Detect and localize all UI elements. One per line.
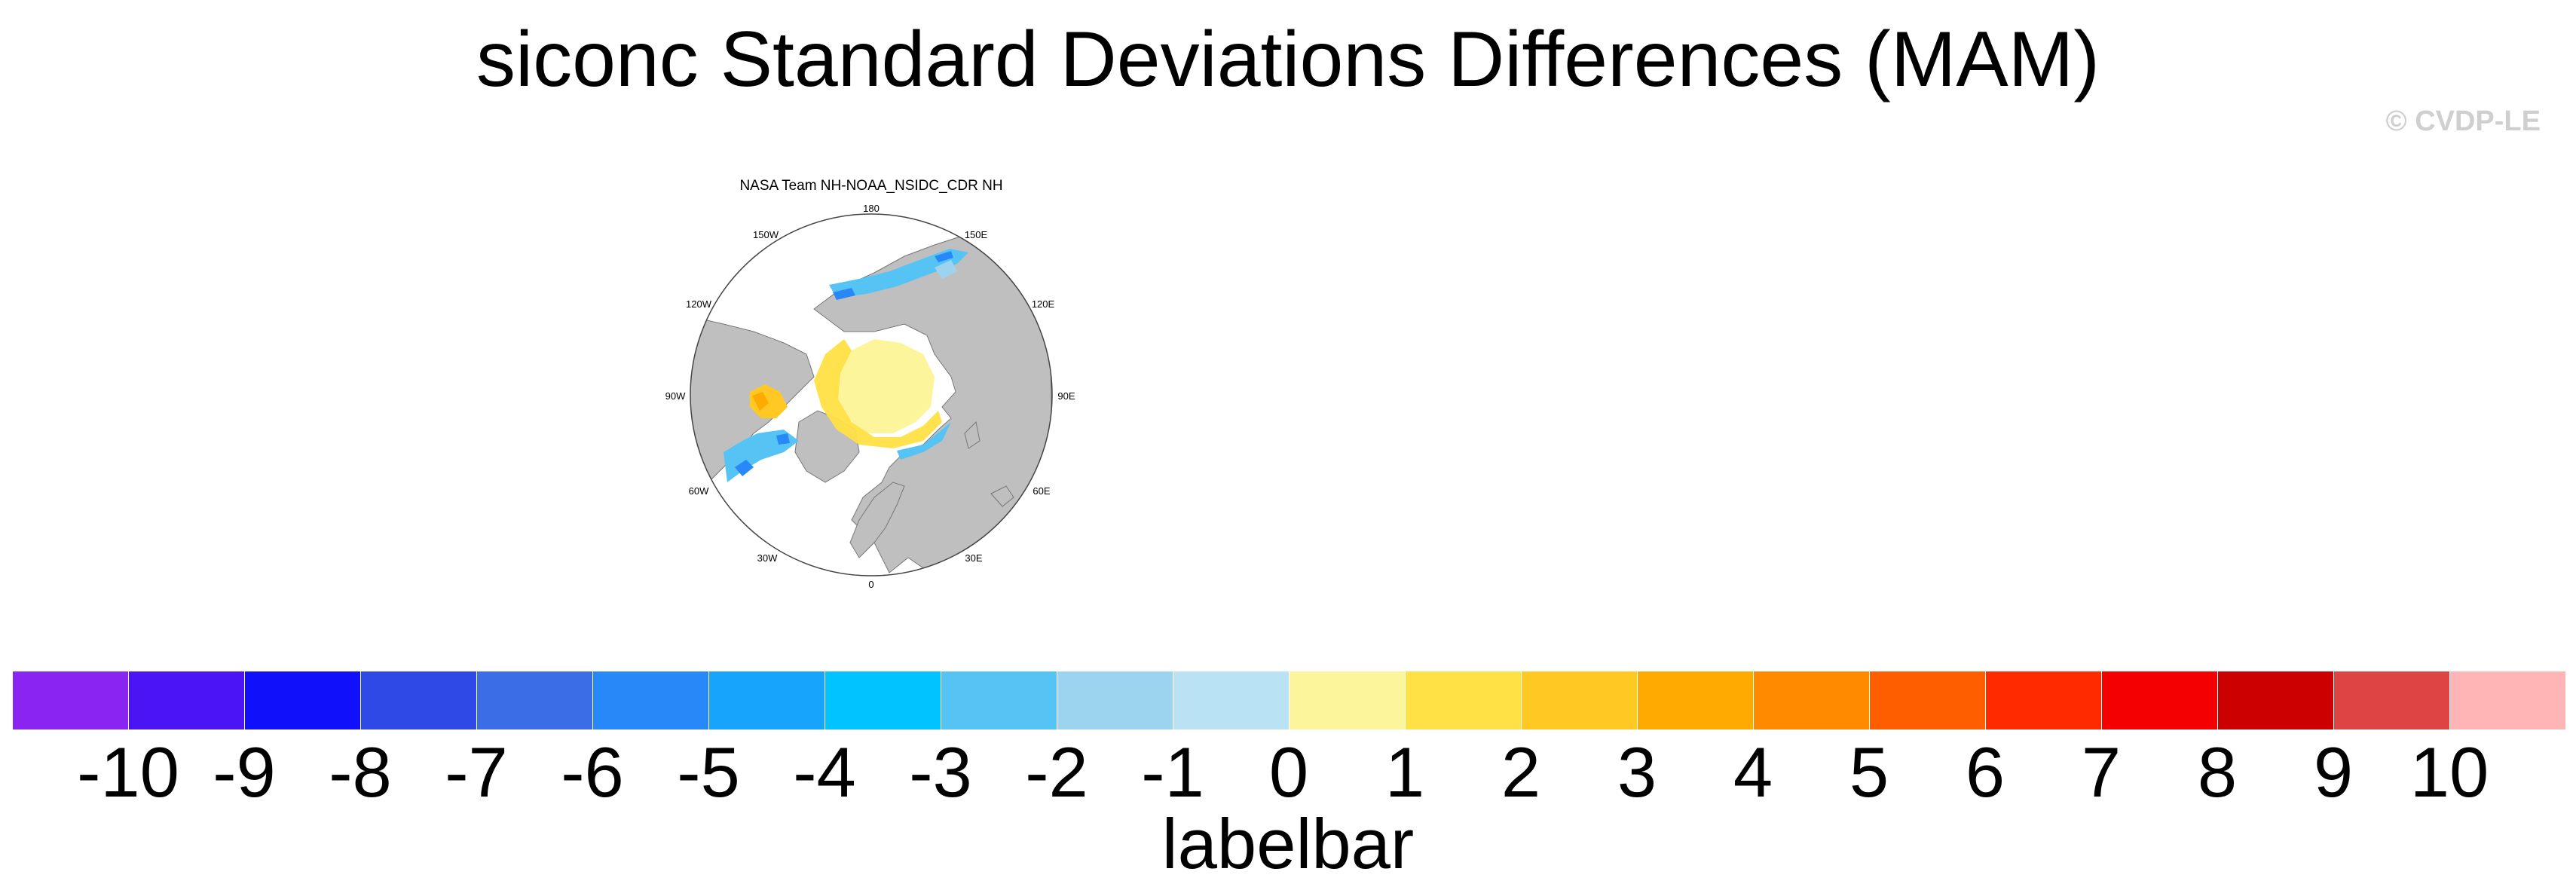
colorbar-tick-label: -7 bbox=[445, 732, 508, 812]
colorbar-box bbox=[1290, 671, 1406, 729]
colorbar-box bbox=[1406, 671, 1522, 729]
lon-label-150e: 150E bbox=[965, 229, 988, 240]
colorbar-tick-label: 7 bbox=[2081, 732, 2122, 812]
arctic-ice-yellow bbox=[814, 339, 942, 448]
colorbar-tick-label: -10 bbox=[77, 732, 179, 812]
colorbar-tick-label: 6 bbox=[1965, 732, 2005, 812]
colorbar-box bbox=[1986, 671, 2102, 729]
colorbar-box bbox=[13, 671, 129, 729]
arctic-ice-positive bbox=[833, 339, 935, 433]
colorbar-tick-label: 9 bbox=[2313, 732, 2354, 812]
colorbar-tick-label: -2 bbox=[1025, 732, 1088, 812]
colorbar-box bbox=[1638, 671, 1754, 729]
colorbar-box bbox=[2218, 671, 2334, 729]
colorbar-label: labelbar bbox=[1161, 804, 1415, 883]
lon-label-0: 0 bbox=[868, 579, 873, 590]
lon-label-90w: 90W bbox=[665, 390, 686, 402]
map-content bbox=[690, 214, 1052, 576]
polar-map: 180 150E 120E 90E 60E 30E 0 30W 60W 90W … bbox=[665, 203, 1075, 590]
scandinavia-land bbox=[849, 482, 905, 558]
colorbar-box bbox=[245, 671, 361, 729]
hudson-ice-orange bbox=[752, 392, 769, 411]
colorbar-box bbox=[477, 671, 593, 729]
colorbar-box bbox=[1522, 671, 1638, 729]
figure-title: siconc Standard Deviations Differences (… bbox=[476, 16, 2100, 103]
colorbar-box bbox=[825, 671, 941, 729]
colorbar-box bbox=[941, 671, 1057, 729]
colorbar-box bbox=[129, 671, 245, 729]
colorbar-box bbox=[2102, 671, 2218, 729]
lon-label-30w: 30W bbox=[757, 552, 778, 564]
colorbar-tick-label: -9 bbox=[213, 732, 276, 812]
svalbard-land bbox=[990, 485, 1014, 507]
okhotsk-ice-negative bbox=[935, 260, 957, 279]
panel-title: NASA Team NH-NOAA_NSIDC_CDR NH bbox=[739, 178, 1003, 194]
colorbar-box bbox=[593, 671, 709, 729]
colorbar-tick-label: 4 bbox=[1733, 732, 1773, 812]
colorbar-box bbox=[1173, 671, 1290, 729]
map-boundary bbox=[690, 213, 1053, 577]
colorbar-tick-label: 10 bbox=[2409, 732, 2489, 812]
colorbar-tick-label: 5 bbox=[1849, 732, 1889, 812]
colorbar-tick-label: -8 bbox=[329, 732, 392, 812]
colorbar bbox=[12, 671, 2567, 730]
siberia-ice-negative bbox=[829, 249, 968, 298]
lon-label-60w: 60W bbox=[689, 485, 709, 497]
colorbar-tick-label: -5 bbox=[677, 732, 740, 812]
lon-label-60e: 60E bbox=[1033, 485, 1050, 497]
colorbar-box bbox=[2334, 671, 2450, 729]
colorbar-tick-label: 2 bbox=[1501, 732, 1541, 812]
colorbar-box bbox=[1870, 671, 1986, 729]
copyright-label: © CVDP-LE bbox=[2385, 106, 2541, 137]
colorbar-tick-label: -1 bbox=[1141, 732, 1204, 812]
lon-label-120w: 120W bbox=[686, 298, 712, 310]
labrador-ice-dark-blue bbox=[735, 433, 790, 476]
colorbar-tick-label: -6 bbox=[561, 732, 624, 812]
colorbar-box bbox=[1057, 671, 1173, 729]
colorbar-tick-label: -4 bbox=[793, 732, 856, 812]
colorbar-tick-label: 1 bbox=[1384, 732, 1425, 812]
colorbar-tick-label: 3 bbox=[1617, 732, 1657, 812]
lon-label-120e: 120E bbox=[1032, 298, 1055, 310]
lon-label-150w: 150W bbox=[753, 229, 779, 240]
siberia-ice-dark-blue bbox=[833, 251, 953, 300]
colorbar-box bbox=[361, 671, 477, 729]
barents-ice-negative bbox=[897, 422, 951, 460]
colorbar-tick-label: 0 bbox=[1268, 732, 1309, 812]
lon-label-30e: 30E bbox=[965, 552, 982, 564]
lon-label-180: 180 bbox=[863, 203, 880, 214]
colorbar-box bbox=[709, 671, 825, 729]
colorbar-tick-label: 8 bbox=[2197, 732, 2238, 812]
colorbar-box bbox=[1754, 671, 1870, 729]
novaya-zemlya-land bbox=[964, 421, 981, 449]
lon-label-90e: 90E bbox=[1057, 390, 1075, 402]
colorbar-box bbox=[2450, 671, 2566, 729]
colorbar-tick-label: -3 bbox=[909, 732, 972, 812]
